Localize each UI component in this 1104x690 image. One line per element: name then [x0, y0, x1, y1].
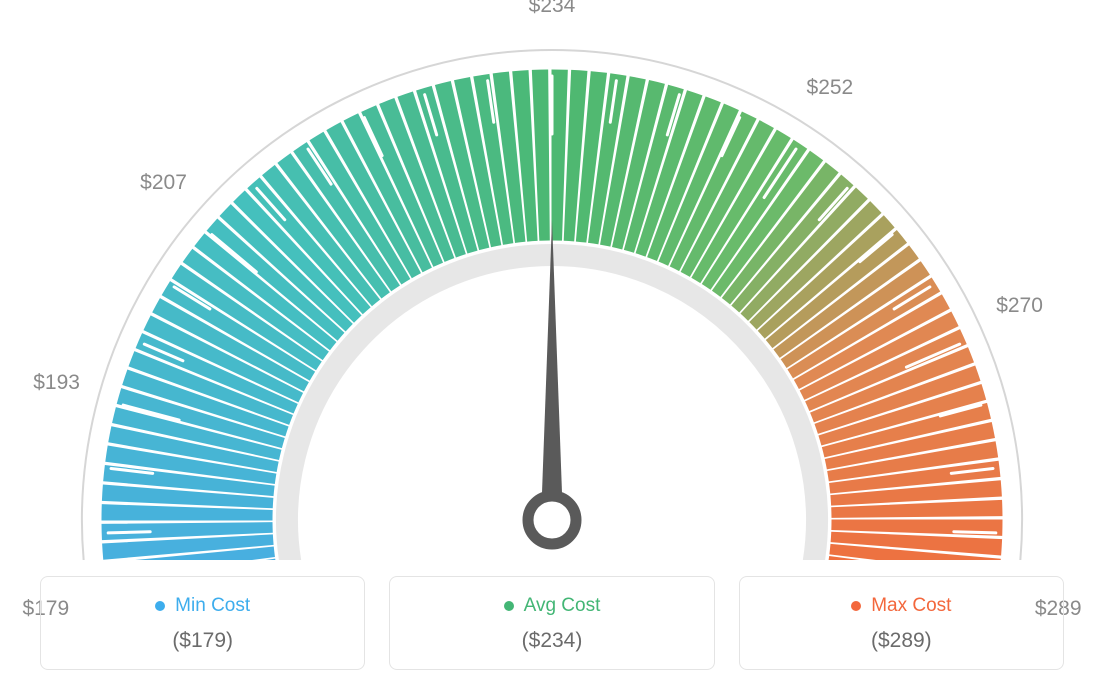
gauge-tick-label: $234	[529, 0, 576, 18]
legend-max-value: ($289)	[750, 629, 1053, 653]
legend-avg-card: Avg Cost ($234)	[389, 576, 714, 670]
legend-min-card: Min Cost ($179)	[40, 576, 365, 670]
legend-row: Min Cost ($179) Avg Cost ($234) Max Cost…	[40, 576, 1064, 670]
legend-min-title: Min Cost	[155, 595, 250, 617]
gauge-tick-label: $207	[140, 171, 187, 195]
legend-max-title: Max Cost	[851, 595, 951, 617]
legend-max-dot	[851, 601, 861, 611]
gauge-tick-label: $193	[33, 371, 80, 395]
legend-avg-dot	[504, 601, 514, 611]
legend-max-card: Max Cost ($289)	[739, 576, 1064, 670]
legend-max-label: Max Cost	[871, 595, 951, 617]
legend-avg-value: ($234)	[400, 629, 703, 653]
legend-avg-label: Avg Cost	[524, 595, 601, 617]
cost-gauge-chart: $179$193$207$234$252$270$289 Min Cost ($…	[0, 0, 1104, 690]
gauge-svg	[0, 0, 1104, 560]
legend-min-dot	[155, 601, 165, 611]
legend-avg-title: Avg Cost	[504, 595, 601, 617]
gauge-area: $179$193$207$234$252$270$289	[0, 0, 1104, 560]
gauge-tick-label: $270	[996, 294, 1043, 318]
legend-min-value: ($179)	[51, 629, 354, 653]
gauge-tick-label: $252	[807, 76, 854, 100]
legend-min-label: Min Cost	[175, 595, 250, 617]
